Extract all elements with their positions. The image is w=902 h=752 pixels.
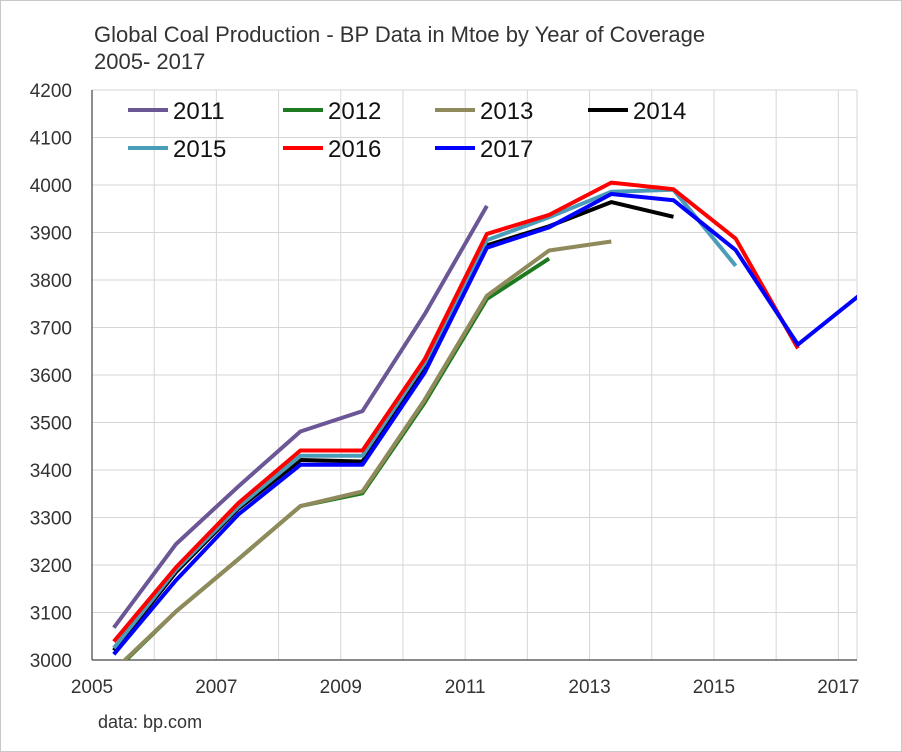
x-tick-label: 2009	[320, 677, 362, 698]
series-line-2013	[121, 239, 612, 660]
legend-label-2012: 2012	[328, 98, 381, 125]
y-tick-label: 3800	[30, 271, 72, 292]
y-tick-label: 3400	[30, 461, 72, 482]
y-tick-label: 3200	[30, 556, 72, 577]
grid-lines	[91, 89, 858, 661]
x-tick-label: 2015	[693, 677, 735, 698]
axes: 3000 3100 3200 3300 3400 3500 3600 3700 3800 3900…	[30, 81, 860, 698]
series-line-2011	[112, 204, 489, 629]
y-tick-label: 3600	[30, 366, 72, 387]
x-tick-label: 2005	[71, 677, 113, 698]
y-tick-label: 4100	[30, 129, 72, 150]
y-tick-label: 3700	[30, 319, 72, 340]
x-tick-label: 2017	[817, 677, 859, 698]
y-tick-label: 3100	[30, 604, 72, 625]
series-line-2017	[112, 192, 857, 656]
series-line-2016	[112, 180, 800, 643]
legend-label-2016: 2016	[328, 136, 381, 163]
series-lines	[112, 180, 857, 660]
legend: 2011 2012 2013 2014 2015 2016 2017	[128, 98, 686, 163]
y-tick-label: 3300	[30, 509, 72, 530]
chart-subtitle: 2005- 2017	[94, 49, 206, 74]
x-tick-label: 2013	[568, 677, 610, 698]
legend-label-2017: 2017	[480, 136, 533, 163]
legend-label-2011: 2011	[173, 98, 225, 125]
chart-title: Global Coal Production - BP Data in Mtoe…	[94, 22, 706, 47]
x-tick-label: 2011	[445, 677, 486, 698]
y-tick-label: 3000	[30, 651, 72, 672]
legend-label-2014: 2014	[633, 98, 686, 125]
y-tick-label: 4000	[30, 176, 72, 197]
y-tick-label: 3900	[30, 224, 72, 245]
source-note: data: bp.com	[98, 712, 203, 732]
y-tick-label: 4200	[30, 81, 72, 102]
series-line-2015	[112, 187, 738, 650]
y-tick-label: 3500	[30, 414, 72, 435]
x-tick-label: 2007	[195, 677, 237, 698]
legend-label-2013: 2013	[480, 98, 533, 125]
legend-label-2015: 2015	[173, 136, 226, 163]
